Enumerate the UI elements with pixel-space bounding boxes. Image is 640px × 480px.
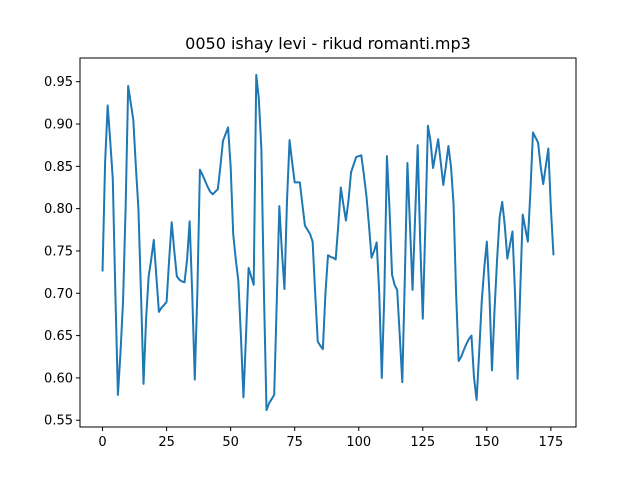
y-tick-label: 0.95 (44, 75, 73, 90)
y-tick-label: 0.70 (44, 287, 73, 302)
y-tick-label: 0.65 (44, 329, 73, 344)
x-tick-label: 175 (538, 435, 563, 450)
y-tick-label: 0.80 (44, 202, 73, 217)
y-axis: 0.55 0.60 0.65 0.70 0.75 0.80 0.85 0.90 0.95 (44, 75, 80, 429)
axes-frame (79, 57, 577, 428)
x-tick-label: 0 (98, 435, 106, 450)
x-tick-label: 125 (410, 435, 435, 450)
x-axis: 0 25 50 75 100 125 150 175 (98, 427, 563, 450)
series-line (101, 73, 555, 412)
y-tick-label: 0.75 (44, 244, 73, 259)
x-tick-label: 75 (286, 435, 303, 450)
plot-area (101, 73, 555, 412)
y-tick-label: 0.55 (44, 414, 73, 429)
x-tick-label: 50 (222, 435, 239, 450)
y-tick-label: 0.60 (44, 371, 73, 386)
chart-title: 0050 ishay levi - rikud romanti.mp3 (185, 34, 471, 53)
x-tick-label: 150 (474, 435, 499, 450)
x-tick-label: 25 (158, 435, 175, 450)
y-tick-label: 0.85 (44, 160, 73, 175)
x-tick-label: 100 (346, 435, 371, 450)
y-tick-label: 0.90 (44, 118, 73, 133)
